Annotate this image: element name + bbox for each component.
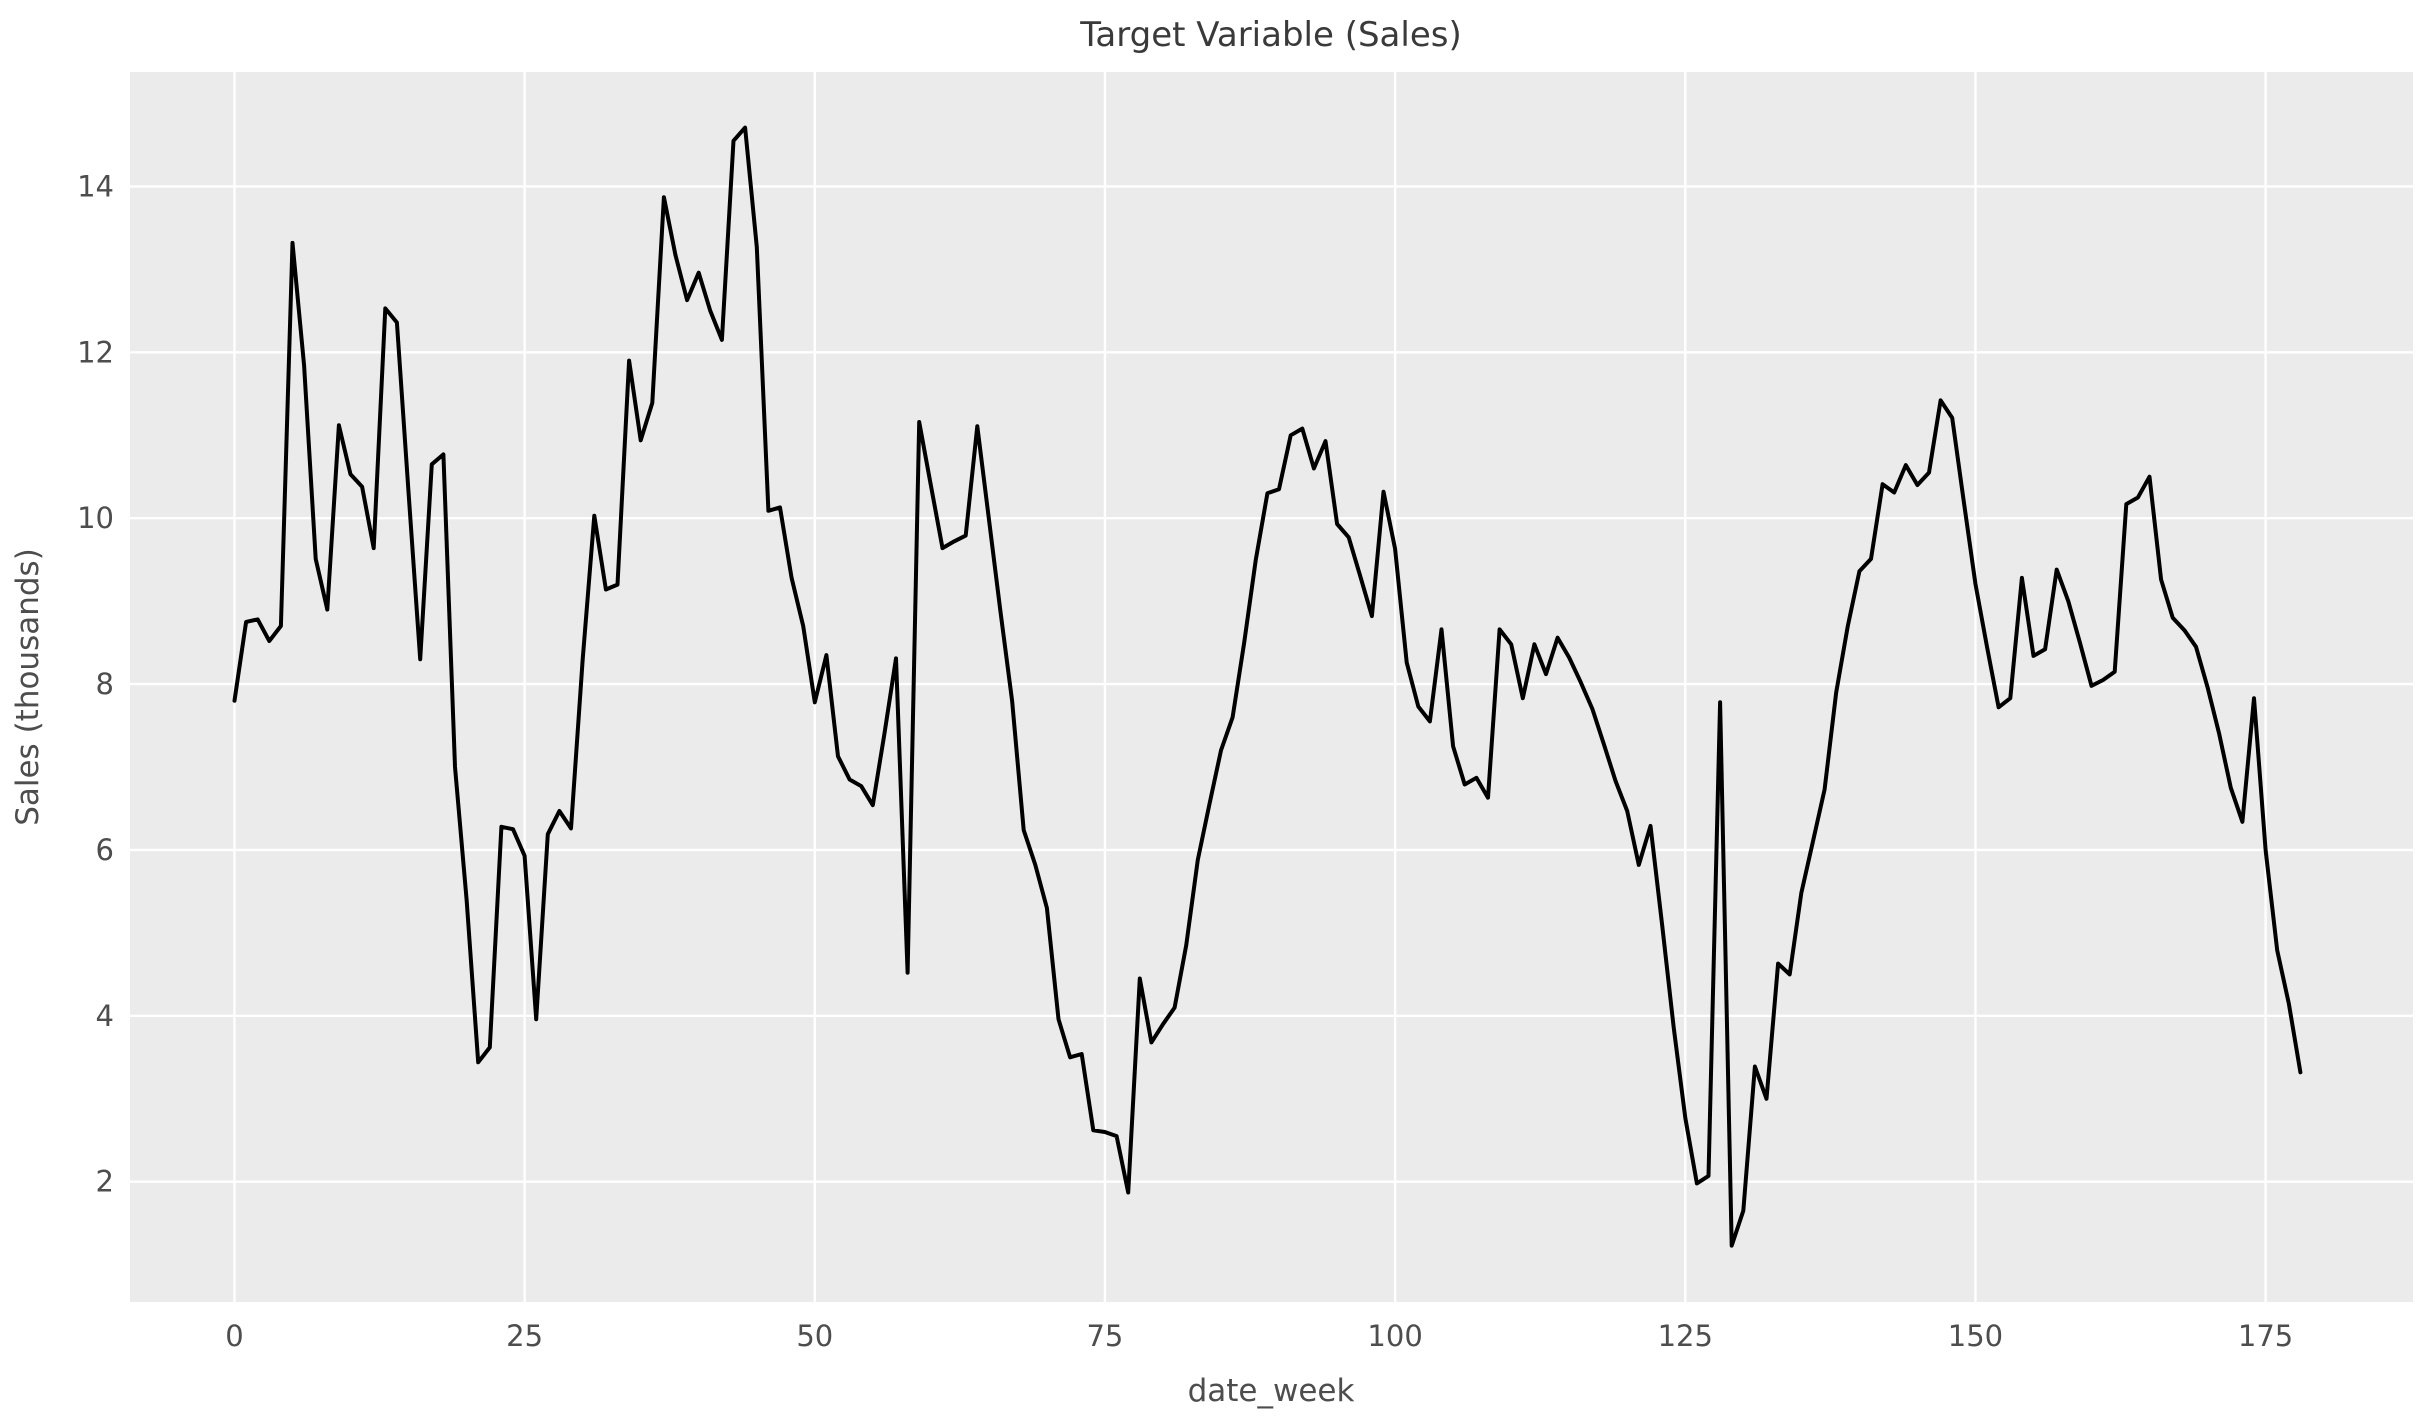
x-tick-label: 175 bbox=[2238, 1319, 2293, 1353]
x-tick-label: 100 bbox=[1367, 1319, 1422, 1353]
x-tick-label: 75 bbox=[1086, 1319, 1123, 1353]
x-tick-label: 50 bbox=[796, 1319, 833, 1353]
x-tick-label: 125 bbox=[1658, 1319, 1713, 1353]
y-tick-label: 4 bbox=[96, 999, 114, 1033]
y-tick-label: 10 bbox=[77, 501, 114, 535]
x-tick-label: 0 bbox=[225, 1319, 243, 1353]
plot-background bbox=[130, 72, 2413, 1302]
y-tick-label: 8 bbox=[96, 667, 114, 701]
y-tick-label: 12 bbox=[77, 335, 114, 369]
x-tick-label: 150 bbox=[1948, 1319, 2003, 1353]
y-axis-label: Sales (thousands) bbox=[10, 548, 46, 826]
x-tick-labels: 0 25 50 75 100 125 150 175 bbox=[225, 1319, 2293, 1353]
y-tick-labels: 2 4 6 8 10 12 14 bbox=[77, 169, 114, 1198]
x-tick-label: 25 bbox=[506, 1319, 543, 1353]
series-layer bbox=[232, 125, 2303, 1248]
chart-title: Target Variable (Sales) bbox=[1079, 15, 1462, 55]
grid-lines bbox=[130, 72, 2413, 1302]
x-axis-label: date_week bbox=[1188, 1373, 1355, 1409]
y-tick-label: 6 bbox=[96, 833, 114, 867]
y-tick-label: 14 bbox=[77, 169, 114, 203]
y-tick-label: 2 bbox=[96, 1165, 114, 1199]
sales-line-series bbox=[232, 125, 2303, 1248]
